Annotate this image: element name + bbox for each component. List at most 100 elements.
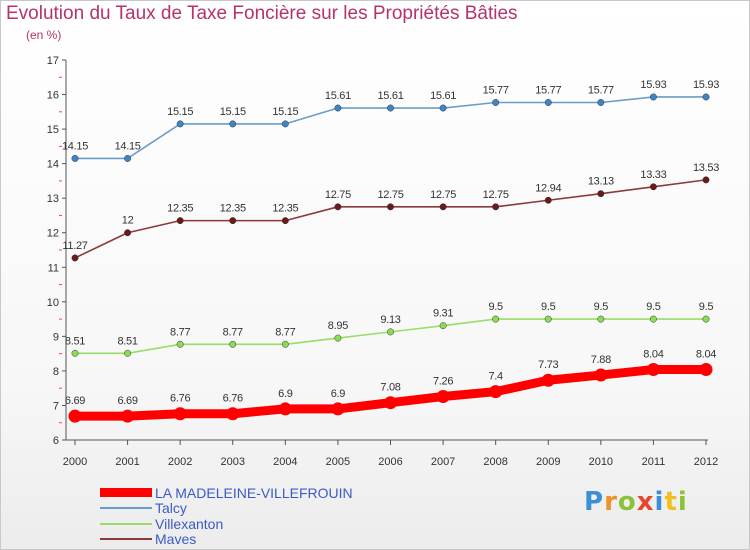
data-point xyxy=(331,402,345,416)
data-label: 6.9 xyxy=(331,388,346,400)
data-label: 15.15 xyxy=(220,106,246,118)
data-point xyxy=(541,373,555,387)
data-label: 8.04 xyxy=(643,349,663,361)
data-label: 7.08 xyxy=(380,382,400,394)
x-tick-label: 2005 xyxy=(326,456,350,468)
y-tick-label: 16 xyxy=(47,90,59,102)
data-label: 6.76 xyxy=(223,393,243,405)
axes: 6 7 8 9 10 11 12 13 14 15 16 17 2000 2001 2002 2003 2004… xyxy=(47,55,718,468)
data-label: 8.04 xyxy=(696,349,716,361)
logo-letter: r xyxy=(604,487,618,517)
y-tick-label: 10 xyxy=(47,297,59,309)
y-tick-label: 15 xyxy=(47,124,59,136)
data-label: 12.35 xyxy=(167,203,193,215)
data-label: 12.94 xyxy=(535,182,561,194)
series-villexanton xyxy=(71,315,710,357)
data-label: 8.95 xyxy=(328,320,348,332)
data-label: 12.75 xyxy=(430,189,456,201)
data-point xyxy=(121,409,135,423)
data-point xyxy=(649,315,657,323)
chart-title: Evolution du Taux de Taxe Foncière sur l… xyxy=(6,3,518,24)
legend-swatch xyxy=(100,506,152,509)
data-label: 15.77 xyxy=(588,84,614,96)
data-point xyxy=(173,407,187,421)
x-tick-label: 2012 xyxy=(694,456,718,468)
data-point xyxy=(387,203,394,211)
series-la-madeleine-villefrouin xyxy=(68,363,713,423)
x-tick-label: 2007 xyxy=(431,456,455,468)
data-label: 15.15 xyxy=(272,106,298,118)
legend-label: Villexanton xyxy=(155,515,224,532)
data-label: 12 xyxy=(122,215,134,227)
data-point xyxy=(334,334,342,342)
data-label: 9.5 xyxy=(646,301,661,313)
data-label: 7.26 xyxy=(433,375,453,387)
logo-letter: o xyxy=(617,487,637,517)
legend-label: LA MADELEINE-VILLEFROUIN xyxy=(155,484,353,501)
x-tick-label: 2010 xyxy=(589,456,613,468)
data-label: 6.69 xyxy=(117,395,137,407)
data-label: 9.5 xyxy=(699,301,714,313)
legend-label: Maves xyxy=(155,530,197,547)
data-point xyxy=(699,363,713,377)
data-label: 14.15 xyxy=(62,140,88,152)
data-label: 14.15 xyxy=(115,140,141,152)
data-label: 9.13 xyxy=(380,314,400,326)
data-label: 12.35 xyxy=(220,203,246,215)
x-tick-label: 2000 xyxy=(63,456,87,468)
data-label: 8.77 xyxy=(223,326,243,338)
data-point xyxy=(492,315,500,323)
data-point xyxy=(71,254,79,262)
data-point xyxy=(176,217,184,225)
data-point xyxy=(649,93,657,101)
data-point xyxy=(649,183,657,191)
data-point xyxy=(594,368,608,382)
data-point xyxy=(544,99,552,106)
data-point xyxy=(492,99,500,106)
legend-label: Talcy xyxy=(155,499,187,516)
data-label: 15.15 xyxy=(167,106,193,118)
data-point xyxy=(489,385,503,399)
data-label: 15.77 xyxy=(535,84,561,96)
data-label: 12.35 xyxy=(272,203,298,215)
data-label: 6.9 xyxy=(278,388,293,400)
data-point xyxy=(281,120,289,128)
data-label: 8.77 xyxy=(275,326,295,338)
logo-letter: i xyxy=(677,487,688,517)
data-label: 12.75 xyxy=(325,189,351,201)
data-point xyxy=(124,349,132,357)
data-point xyxy=(334,203,342,211)
data-point xyxy=(176,340,184,348)
legend-swatch xyxy=(100,537,152,540)
data-point xyxy=(544,196,552,204)
data-point xyxy=(439,203,447,211)
data-point xyxy=(387,328,394,336)
legend-item: Talcy xyxy=(100,499,187,516)
legend-item: LA MADELEINE-VILLEFROUIN xyxy=(100,484,353,501)
x-tick-label: 2004 xyxy=(273,456,297,468)
data-point xyxy=(124,155,132,162)
data-label: 15.61 xyxy=(325,90,351,102)
series-maves xyxy=(71,176,710,262)
data-point xyxy=(334,104,342,112)
y-tick-label: 8 xyxy=(53,366,59,378)
data-point xyxy=(597,99,605,106)
y-tick-label: 17 xyxy=(47,55,59,67)
data-point xyxy=(71,155,79,162)
data-point xyxy=(229,217,237,225)
x-tick-label: 2001 xyxy=(115,456,139,468)
proxiti-logo: Proxiti xyxy=(584,487,688,517)
data-point xyxy=(281,217,289,225)
data-label: 7.4 xyxy=(488,371,503,383)
data-point xyxy=(176,120,184,128)
y-tick-label: 12 xyxy=(47,228,59,240)
data-label: 7.73 xyxy=(538,359,558,371)
data-label: 6.69 xyxy=(65,395,85,407)
y-tick-label: 7 xyxy=(53,400,59,412)
legend-swatch xyxy=(100,522,152,525)
data-point xyxy=(492,203,500,211)
legend-item: Maves xyxy=(100,530,197,547)
x-tick-label: 2006 xyxy=(378,456,402,468)
legend-item: Villexanton xyxy=(100,515,224,532)
